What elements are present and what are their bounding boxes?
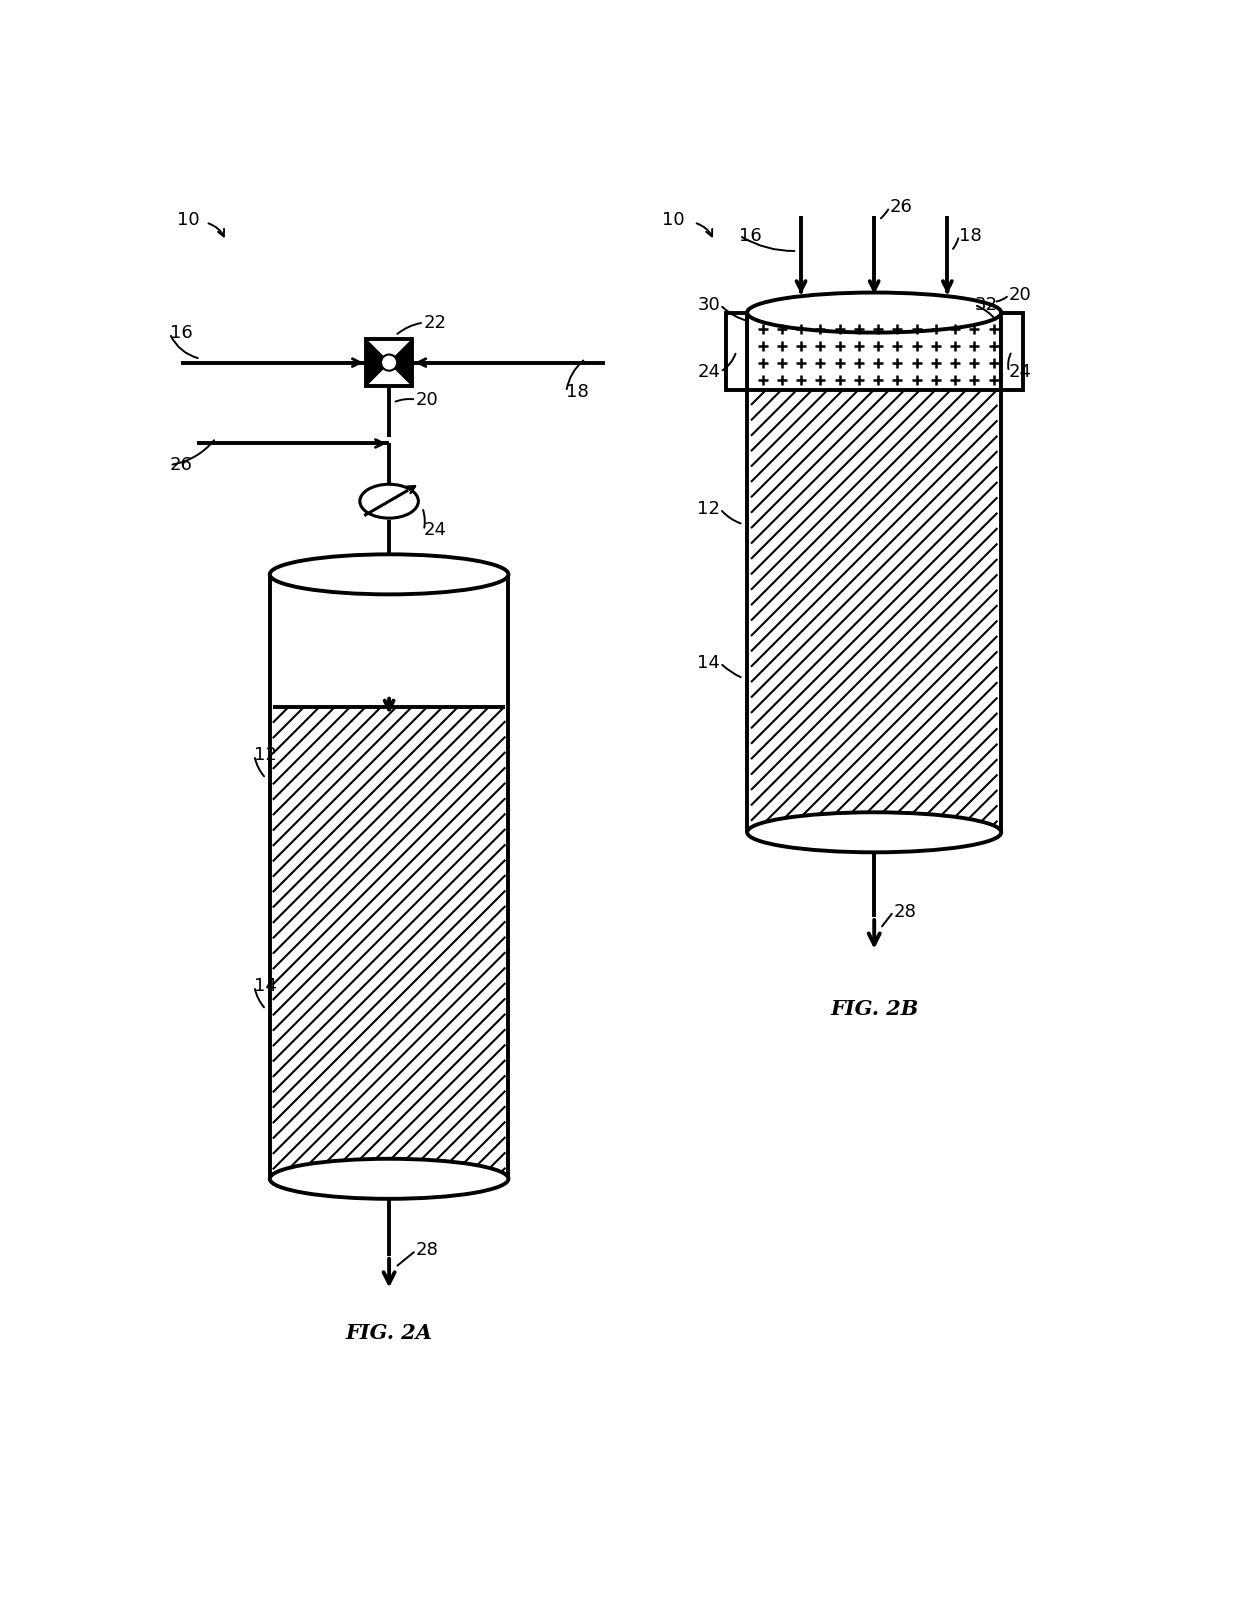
Text: 10: 10	[177, 211, 200, 229]
Text: FIG. 2A: FIG. 2A	[346, 1323, 433, 1343]
Text: 16: 16	[739, 227, 763, 245]
Text: 18: 18	[567, 383, 589, 401]
Text: 18: 18	[959, 227, 982, 245]
Ellipse shape	[748, 813, 1001, 852]
Text: 14: 14	[254, 977, 278, 995]
Text: 12: 12	[254, 747, 278, 765]
Ellipse shape	[360, 485, 418, 518]
Bar	[273, 575, 506, 707]
Text: FIG. 2B: FIG. 2B	[830, 1000, 919, 1019]
Text: 20: 20	[1009, 287, 1032, 304]
Circle shape	[381, 354, 397, 370]
Text: 10: 10	[662, 211, 684, 229]
Text: 26: 26	[889, 198, 913, 216]
Bar	[751, 390, 997, 832]
Text: 26: 26	[170, 456, 192, 473]
Text: 22: 22	[424, 314, 446, 332]
Text: 14: 14	[697, 654, 720, 671]
Text: 32: 32	[975, 296, 997, 314]
Text: 30: 30	[697, 296, 720, 314]
Text: 24: 24	[1009, 362, 1032, 382]
Text: 12: 12	[697, 499, 720, 518]
Polygon shape	[366, 340, 389, 386]
Bar	[725, 312, 748, 390]
Text: 24: 24	[697, 362, 720, 382]
Text: 28: 28	[417, 1241, 439, 1259]
Bar	[748, 312, 1001, 390]
Ellipse shape	[748, 293, 1001, 333]
Text: 28: 28	[894, 903, 916, 921]
Ellipse shape	[270, 1159, 508, 1199]
Bar	[1001, 312, 1023, 390]
Text: 16: 16	[170, 324, 192, 343]
Ellipse shape	[270, 554, 508, 594]
Polygon shape	[389, 340, 412, 386]
Text: 20: 20	[417, 391, 439, 409]
Bar	[273, 707, 506, 1179]
Text: 24: 24	[424, 522, 446, 539]
